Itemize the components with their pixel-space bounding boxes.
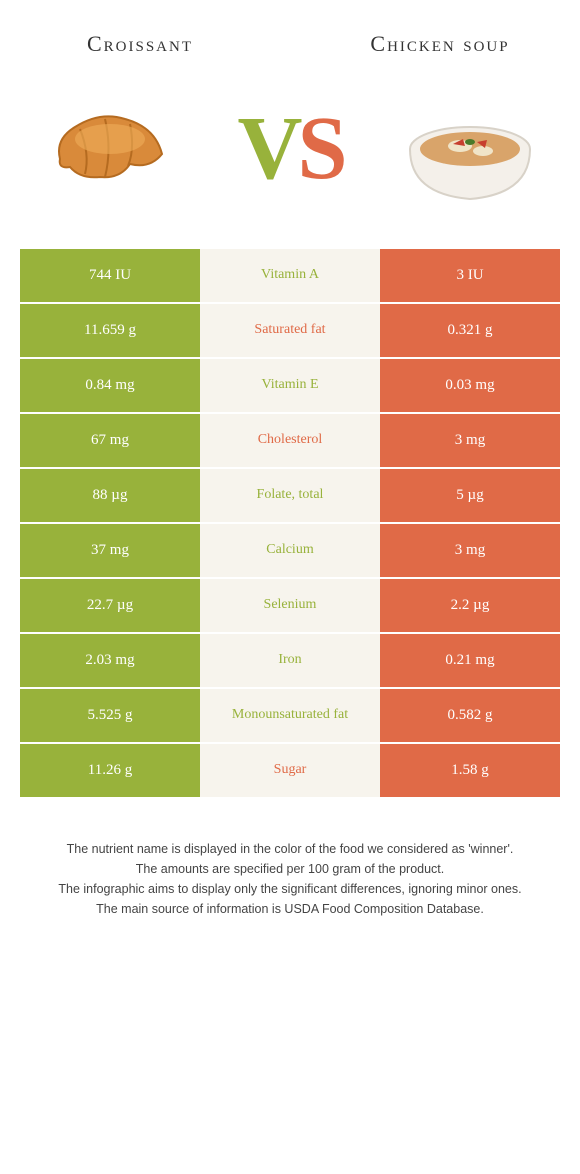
nutrient-label: Selenium xyxy=(200,579,380,632)
nutrient-label: Monounsaturated fat xyxy=(200,689,380,742)
footer-line: The amounts are specified per 100 gram o… xyxy=(30,859,550,879)
value-left: 744 IU xyxy=(20,249,200,302)
value-left: 2.03 mg xyxy=(20,634,200,687)
value-right: 0.21 mg xyxy=(380,634,560,687)
nutrient-label: Cholesterol xyxy=(200,414,380,467)
table-row: 88 µgFolate, total5 µg xyxy=(20,469,560,524)
value-left: 11.659 g xyxy=(20,304,200,357)
value-right: 2.2 µg xyxy=(380,579,560,632)
value-right: 5 µg xyxy=(380,469,560,522)
footer-line: The infographic aims to display only the… xyxy=(30,879,550,899)
value-left: 5.525 g xyxy=(20,689,200,742)
table-row: 11.659 gSaturated fat0.321 g xyxy=(20,304,560,359)
value-right: 1.58 g xyxy=(380,744,560,797)
value-right: 3 mg xyxy=(380,524,560,577)
value-left: 88 µg xyxy=(20,469,200,522)
table-row: 744 IUVitamin A3 IU xyxy=(20,249,560,304)
table-row: 22.7 µgSelenium2.2 µg xyxy=(20,579,560,634)
value-right: 0.582 g xyxy=(380,689,560,742)
vs-v: V xyxy=(237,99,297,198)
vs-s: S xyxy=(297,99,342,198)
table-row: 2.03 mgIron0.21 mg xyxy=(20,634,560,689)
vs-label: VS xyxy=(237,97,342,200)
table-row: 0.84 mgVitamin E0.03 mg xyxy=(20,359,560,414)
nutrient-label: Sugar xyxy=(200,744,380,797)
nutrient-label: Folate, total xyxy=(200,469,380,522)
soup-icon xyxy=(405,104,535,204)
croissant-icon xyxy=(50,109,170,189)
value-left: 67 mg xyxy=(20,414,200,467)
food-title-left: Croissant xyxy=(40,30,240,59)
value-left: 11.26 g xyxy=(20,744,200,797)
vs-row: VS xyxy=(0,69,580,249)
footer-line: The nutrient name is displayed in the co… xyxy=(30,839,550,859)
nutrient-label: Saturated fat xyxy=(200,304,380,357)
footer-notes: The nutrient name is displayed in the co… xyxy=(0,799,580,919)
value-left: 22.7 µg xyxy=(20,579,200,632)
value-right: 0.03 mg xyxy=(380,359,560,412)
value-left: 37 mg xyxy=(20,524,200,577)
value-left: 0.84 mg xyxy=(20,359,200,412)
food-title-right: Chicken soup xyxy=(340,30,540,59)
nutrient-table: 744 IUVitamin A3 IU11.659 gSaturated fat… xyxy=(20,249,560,799)
table-row: 37 mgCalcium3 mg xyxy=(20,524,560,579)
value-right: 3 mg xyxy=(380,414,560,467)
table-row: 11.26 gSugar1.58 g xyxy=(20,744,560,799)
value-right: 3 IU xyxy=(380,249,560,302)
nutrient-label: Iron xyxy=(200,634,380,687)
footer-line: The main source of information is USDA F… xyxy=(30,899,550,919)
table-row: 67 mgCholesterol3 mg xyxy=(20,414,560,469)
table-row: 5.525 gMonounsaturated fat0.582 g xyxy=(20,689,560,744)
value-right: 0.321 g xyxy=(380,304,560,357)
food-image-right xyxy=(390,79,550,219)
nutrient-label: Calcium xyxy=(200,524,380,577)
header: Croissant Chicken soup xyxy=(0,0,580,69)
food-image-left xyxy=(30,79,190,219)
nutrient-label: Vitamin E xyxy=(200,359,380,412)
nutrient-label: Vitamin A xyxy=(200,249,380,302)
